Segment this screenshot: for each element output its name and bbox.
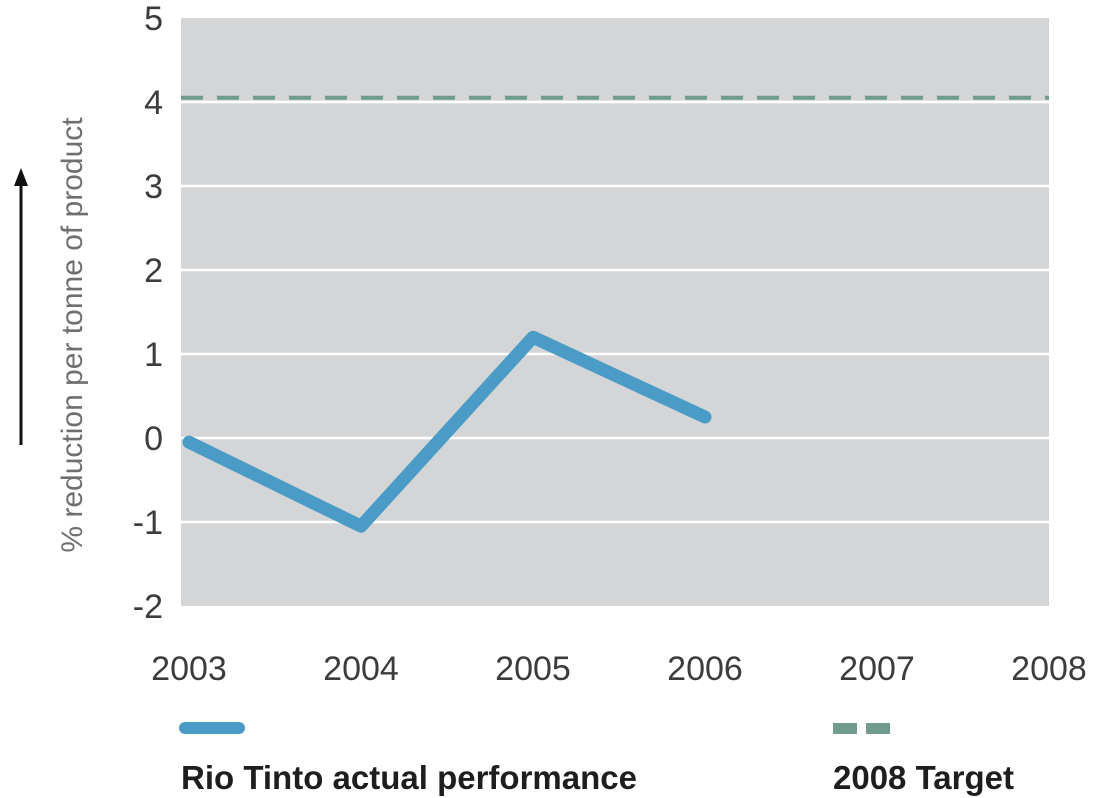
y-tick-label: -1 <box>133 504 163 542</box>
y-tick-label: 4 <box>144 84 163 122</box>
y-axis-arrow-icon <box>14 168 28 445</box>
x-tick-label: 2005 <box>495 650 571 688</box>
y-tick-label: 1 <box>144 336 163 374</box>
x-tick-label: 2004 <box>323 650 399 688</box>
legend-dash <box>833 723 857 734</box>
y-tick-label: 2 <box>144 252 163 290</box>
series-layer <box>181 95 1049 533</box>
y-tick-label: 5 <box>144 0 163 38</box>
y-tick-label: -2 <box>133 588 163 626</box>
legend-dash <box>866 723 890 734</box>
legend-label-actual: Rio Tinto actual performance <box>181 759 637 796</box>
x-tick-label: 2003 <box>151 650 227 688</box>
y-axis-ticks: 5 4 3 2 1 0 -1 -2 <box>133 0 163 626</box>
plot-area <box>181 18 1049 606</box>
y-tick-label: 0 <box>144 420 163 458</box>
y-axis-title: % reduction per tonne of product <box>56 117 89 553</box>
x-tick-label: 2006 <box>667 650 743 688</box>
x-tick-label: 2007 <box>839 650 915 688</box>
legend-label-target: 2008 Target <box>833 759 1014 796</box>
y-tick-label: 3 <box>144 168 163 206</box>
legend: Rio Tinto actual performance 2008 Target <box>179 722 1014 796</box>
gridlines <box>181 100 1049 524</box>
x-tick-label: 2008 <box>1011 650 1087 688</box>
legend-swatch-target <box>833 723 890 734</box>
x-axis-ticks: 2003 2004 2005 2006 2007 2008 <box>151 650 1087 688</box>
actual-performance-line <box>182 330 712 533</box>
